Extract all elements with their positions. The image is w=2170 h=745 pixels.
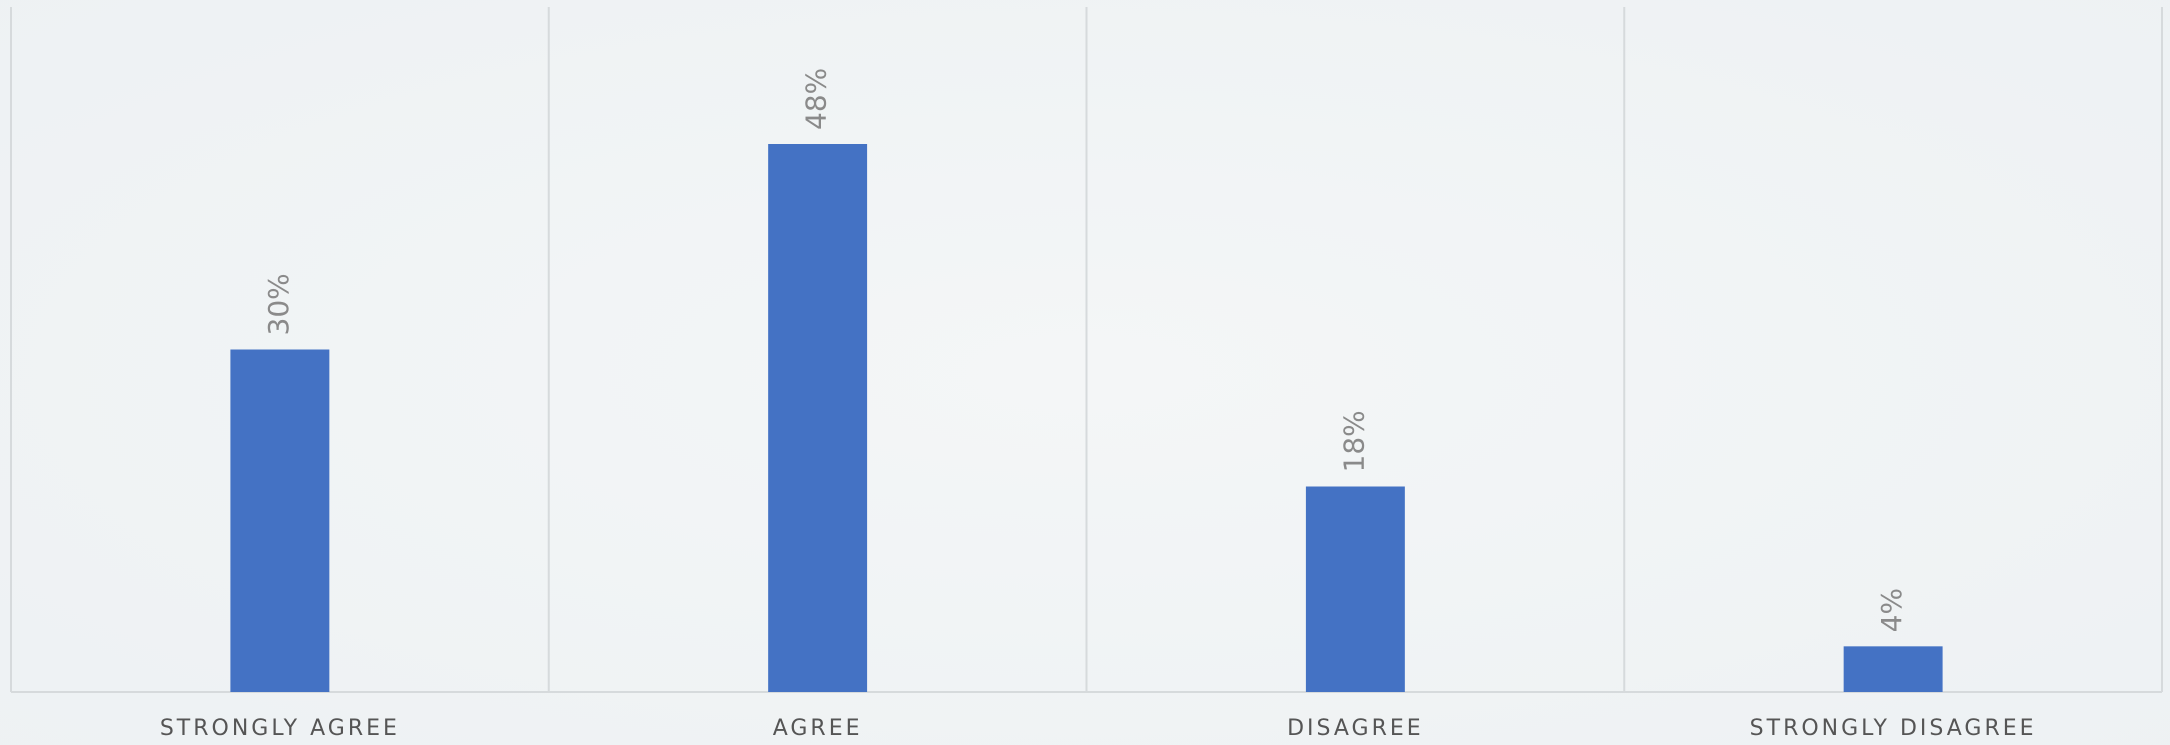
x-tick-label: DISAGREE	[1287, 716, 1424, 741]
data-label: 30%	[262, 273, 295, 335]
x-tick-label: STRONGLY DISAGREE	[1750, 716, 2037, 741]
data-label: 18%	[1337, 410, 1370, 472]
data-label: 4%	[1875, 588, 1908, 632]
x-tick-label: AGREE	[773, 716, 863, 741]
bar	[768, 144, 868, 692]
bar	[1843, 646, 1943, 692]
x-tick-label: STRONGLY AGREE	[160, 716, 400, 741]
data-label: 48%	[800, 68, 833, 130]
bar	[230, 349, 330, 692]
bar	[1305, 486, 1405, 692]
